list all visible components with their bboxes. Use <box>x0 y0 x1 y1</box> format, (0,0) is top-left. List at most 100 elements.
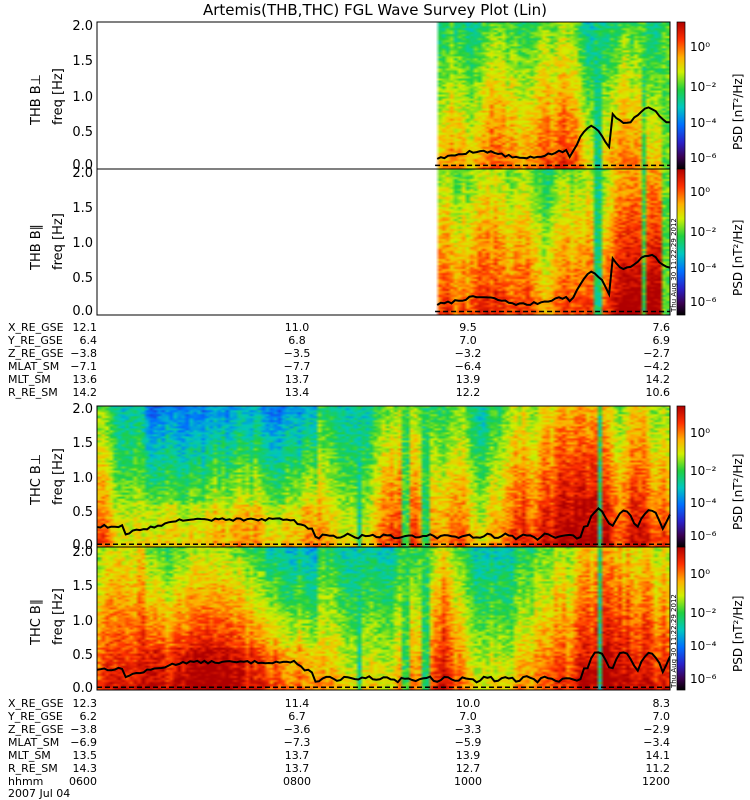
thc-ephem-value: −3.3 <box>455 723 482 736</box>
thb-par-yticks: 0.0 0.5 1.0 1.5 2.0 <box>72 166 93 319</box>
thc-perp-spectrogram <box>97 406 670 547</box>
thc-ephem-value: 8.3 <box>653 697 671 710</box>
thc-ephem-row: X_RE_GSE 12.3 11.4 10.0 8.3 <box>8 697 670 710</box>
thb-ephem-label: Z_RE_GSE <box>8 347 64 360</box>
thc-ephem-label: R_RE_SM <box>8 762 58 775</box>
thb-cb2-tick-3: 10⁻⁶ <box>690 295 717 309</box>
thb-cb1-tick-0: 10⁰ <box>690 40 710 54</box>
thb-ephem-value: 12.2 <box>456 386 481 399</box>
timestamp-stamp-2: Thu Aug 30 11:22:29 2012 <box>670 594 678 689</box>
thc-spectrogram-group: THC B⊥ freq [Hz] 0.0 0.5 1.0 1.5 2.0 THC… <box>29 402 671 696</box>
thb-cb1-label: PSD [nT²/Hz] <box>731 74 745 150</box>
thb-ephem-value: 6.4 <box>80 334 98 347</box>
thb-cb2-label: PSD [nT²/Hz] <box>731 220 745 296</box>
thc-ephem-value: −3.8 <box>70 723 97 736</box>
thc-colorbar-2 <box>676 546 686 691</box>
thc-par-spectrogram <box>97 547 670 690</box>
thc-ephem-label: MLT_SM <box>8 749 51 762</box>
thc-ephem-label: Z_RE_GSE <box>8 723 64 736</box>
thc-cb2-tick-2: 10⁻⁴ <box>690 639 717 653</box>
timestamp-stamp: Thu Aug 30 11:22:29 2012 <box>670 218 678 313</box>
thb-cb2-tick-2: 10⁻⁴ <box>690 261 717 275</box>
thb-ephem-label: X_RE_GSE <box>8 321 64 334</box>
thb-ephem-row: MLAT_SM −7.1 −7.7 −6.4 −4.2 <box>8 360 670 373</box>
thb-ephem-value: 9.5 <box>459 321 477 334</box>
thc-ephem-value: 10.0 <box>456 697 481 710</box>
thc-ephem-row: MLT_SM 13.5 13.7 13.9 14.1 <box>8 749 670 762</box>
thb-ephemeris: X_RE_GSE 12.1 11.0 9.5 7.6 Y_RE_GSE 6.4 … <box>7 321 670 399</box>
thc-cb1-tick-0: 10⁰ <box>690 426 710 440</box>
thc-cb2-tick-0: 10⁰ <box>690 567 710 581</box>
thb-colorbar-1 <box>676 21 686 170</box>
thc-perp-ytick-3: 1.5 <box>72 436 93 451</box>
thb-cb1-tick-2: 10⁻⁴ <box>690 116 717 130</box>
thc-perp-ytick-4: 2.0 <box>72 402 93 417</box>
thc-ephem-value: 13.5 <box>73 749 98 762</box>
thb-par-ytick-0: 0.0 <box>72 304 93 319</box>
thc-ephem-row: R_RE_SM 14.3 13.7 12.7 11.2 <box>8 762 670 775</box>
thb-ephem-value: 11.0 <box>285 321 310 334</box>
thc-colorbars: 10⁰ 10⁻² 10⁻⁴ 10⁻⁶ PSD [nT²/Hz] 10⁰ 10⁻²… <box>676 405 745 691</box>
thc-cb2-tick-3: 10⁻⁶ <box>690 672 717 686</box>
thc-perp-ytick-0: 0.0 <box>72 538 93 553</box>
thc-par-ytick-0: 0.0 <box>72 681 93 696</box>
thb-par-title: THB B∥ <box>29 224 44 271</box>
thb-par-freq-line <box>436 253 671 306</box>
thb-cb2-tick-0: 10⁰ <box>690 185 710 199</box>
thb-ephem-label: Y_RE_GSE <box>7 334 63 347</box>
thb-spectrogram-group: THB B⊥ freq [Hz] 0.0 0.5 1.0 1.5 2.0 THB… <box>29 19 671 319</box>
thb-ephem-value: 13.4 <box>285 386 310 399</box>
thc-ephem-row-time: hhmm 0600 0800 1000 1200 <box>8 775 670 788</box>
thc-par-ytick-3: 1.5 <box>72 579 93 594</box>
thc-par-panel: THC B∥ freq [Hz] 0.0 0.5 1.0 1.5 2.0 <box>29 545 671 696</box>
thb-ephem-value: −3.2 <box>455 347 482 360</box>
thc-ephem-value: −6.9 <box>70 736 97 749</box>
thb-ephem-label: R_RE_SM <box>8 386 58 399</box>
thb-par-panel: THB B∥ freq [Hz] 0.0 0.5 1.0 1.5 2.0 <box>29 166 671 319</box>
thc-par-ytick-4: 2.0 <box>72 545 93 560</box>
thb-ephem-value: 7.6 <box>653 321 671 334</box>
thb-perp-spectrogram <box>97 22 670 169</box>
thb-cb1-tick-1: 10⁻² <box>690 80 717 94</box>
thb-par-border <box>96 168 671 316</box>
thb-ephem-row: Y_RE_GSE 6.4 6.8 7.0 6.9 <box>7 334 670 347</box>
thb-ephem-label: MLT_SM <box>8 373 51 386</box>
thc-cb2-label: PSD [nT²/Hz] <box>731 596 745 672</box>
thb-cb1-tick-3: 10⁻⁶ <box>690 151 717 165</box>
thb-ephem-value: 13.6 <box>73 373 98 386</box>
thc-ephem-value: −2.9 <box>643 723 670 736</box>
thc-ephem-value: −7.3 <box>284 736 311 749</box>
thb-ephem-label: MLAT_SM <box>8 360 59 373</box>
time-tick-label: 1200 <box>642 775 670 788</box>
thc-ephem-value: 11.2 <box>646 762 671 775</box>
thc-perp-panel: THC B⊥ freq [Hz] 0.0 0.5 1.0 1.5 2.0 <box>29 402 671 553</box>
thb-perp-ytick-3: 1.5 <box>72 54 93 69</box>
thb-ephem-value: −6.4 <box>455 360 482 373</box>
thb-ephem-row: MLT_SM 13.6 13.7 13.9 14.2 <box>8 373 670 386</box>
thb-ephem-value: 6.8 <box>288 334 306 347</box>
thc-par-yticks: 0.0 0.5 1.0 1.5 2.0 <box>72 545 93 696</box>
thc-perp-freq-line <box>96 507 671 541</box>
thc-ephem-label: MLAT_SM <box>8 736 59 749</box>
thb-ephem-value: 14.2 <box>646 373 671 386</box>
thc-perp-title: THC B⊥ <box>29 454 44 506</box>
thc-par-ytick-1: 0.5 <box>72 648 93 663</box>
thb-ephem-value: 12.1 <box>73 321 98 334</box>
time-tick-label: 0800 <box>283 775 311 788</box>
thb-perp-ytick-0: 0.0 <box>72 158 93 173</box>
thb-ephem-value: 10.6 <box>646 386 671 399</box>
thb-ephem-row: X_RE_GSE 12.1 11.0 9.5 7.6 <box>8 321 670 334</box>
thc-ephemeris: X_RE_GSE 12.3 11.4 10.0 8.3 Y_RE_GSE 6.2… <box>7 697 670 800</box>
thc-ephem-value: 6.7 <box>288 710 306 723</box>
thb-ephem-value: 13.7 <box>285 373 310 386</box>
thc-ephem-value: 14.3 <box>73 762 98 775</box>
thb-ephem-value: 7.0 <box>459 334 477 347</box>
thb-par-ytick-4: 2.0 <box>72 166 93 181</box>
date-label: 2007 Jul 04 <box>8 787 70 800</box>
thb-ephem-row: Z_RE_GSE −3.8 −3.5 −3.2 −2.7 <box>8 347 670 360</box>
thc-cb1-label: PSD [nT²/Hz] <box>731 454 745 530</box>
thb-perp-ytick-1: 0.5 <box>72 125 93 140</box>
thc-ephem-value: 13.7 <box>285 762 310 775</box>
thb-perp-title: THB B⊥ <box>29 74 44 126</box>
